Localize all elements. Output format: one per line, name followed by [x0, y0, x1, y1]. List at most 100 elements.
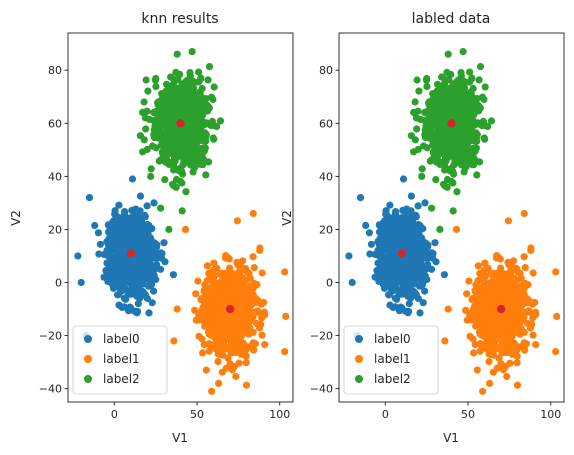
data-point	[401, 258, 409, 266]
data-point	[418, 281, 426, 289]
data-point	[365, 229, 373, 237]
data-point	[463, 134, 472, 142]
data-point	[130, 258, 138, 266]
data-point	[175, 152, 183, 161]
data-point	[189, 168, 197, 176]
data-point	[147, 172, 155, 180]
data-point	[446, 152, 454, 161]
data-point	[552, 348, 560, 356]
data-point	[475, 158, 484, 166]
data-point	[503, 372, 511, 381]
data-point	[206, 294, 214, 302]
data-point	[461, 155, 469, 163]
data-point	[165, 225, 173, 233]
data-point	[452, 225, 461, 233]
data-point	[213, 289, 221, 297]
data-point	[114, 247, 122, 255]
data-point	[174, 94, 182, 102]
data-point	[161, 258, 169, 266]
y-tick-label: 40	[319, 170, 333, 183]
data-point	[438, 73, 446, 81]
data-point	[215, 379, 223, 387]
data-point	[407, 192, 415, 200]
x-tick-label: 50	[461, 408, 475, 421]
data-point	[208, 284, 216, 292]
data-point	[91, 221, 99, 230]
data-point	[520, 209, 528, 218]
data-point	[147, 165, 155, 173]
data-point	[444, 50, 452, 58]
legend-marker	[84, 375, 92, 383]
data-point	[345, 252, 353, 260]
y-tick-label: 80	[319, 64, 333, 77]
data-point	[255, 324, 263, 332]
left-legend: label0 label1 label2	[72, 325, 168, 395]
data-point	[128, 265, 136, 273]
data-point	[196, 160, 204, 168]
y-tick-label: 40	[48, 170, 62, 183]
data-point	[229, 346, 237, 354]
data-point	[214, 344, 222, 352]
data-point	[191, 306, 199, 314]
data-point	[210, 83, 218, 91]
data-point	[459, 48, 467, 56]
data-point	[527, 244, 535, 252]
data-point	[474, 277, 482, 285]
data-point	[258, 269, 266, 277]
data-point	[532, 341, 540, 349]
data-point	[210, 271, 218, 279]
data-point	[138, 287, 146, 295]
data-point	[237, 274, 245, 282]
data-point	[380, 282, 388, 290]
data-point	[504, 258, 512, 266]
data-point	[156, 129, 164, 137]
data-point	[443, 175, 452, 184]
data-point	[107, 258, 115, 266]
data-point	[112, 211, 120, 219]
y-tick-label: 60	[48, 117, 62, 130]
data-point	[413, 125, 421, 133]
right-panel: labled data 0 50 100−40−20020406080label0l…	[280, 11, 565, 445]
data-point	[182, 146, 190, 155]
data-point	[414, 145, 422, 154]
data-point	[478, 93, 487, 101]
data-point	[233, 258, 241, 266]
data-point	[454, 127, 462, 135]
data-point	[378, 253, 386, 261]
data-point	[487, 117, 496, 125]
data-point	[258, 314, 266, 322]
data-point	[129, 220, 137, 228]
data-point	[242, 381, 251, 389]
left-y-axis-label: V2	[9, 210, 23, 226]
data-point	[126, 303, 134, 311]
data-point	[249, 253, 257, 261]
data-point	[94, 229, 102, 237]
x-tick-label: 100	[269, 408, 290, 421]
data-point	[232, 372, 240, 381]
data-point	[418, 172, 426, 180]
data-point	[509, 257, 518, 265]
data-point	[410, 258, 418, 266]
data-point	[249, 290, 257, 298]
data-point	[491, 345, 499, 353]
data-point	[446, 167, 454, 175]
data-point	[197, 74, 205, 82]
data-point	[443, 183, 451, 191]
data-point	[500, 274, 508, 282]
left-points-layer	[74, 48, 290, 395]
data-point	[408, 220, 416, 228]
data-point	[195, 68, 203, 76]
data-point	[234, 310, 242, 318]
data-point	[410, 108, 418, 116]
data-point	[225, 314, 233, 322]
data-point	[387, 268, 395, 276]
centroid-point	[225, 304, 235, 314]
data-point	[453, 188, 461, 196]
legend-marker	[355, 375, 363, 383]
data-point	[512, 314, 521, 322]
data-point	[136, 132, 144, 140]
data-point	[508, 265, 516, 273]
data-point	[513, 359, 521, 367]
data-point	[216, 313, 224, 321]
data-point	[256, 244, 264, 252]
